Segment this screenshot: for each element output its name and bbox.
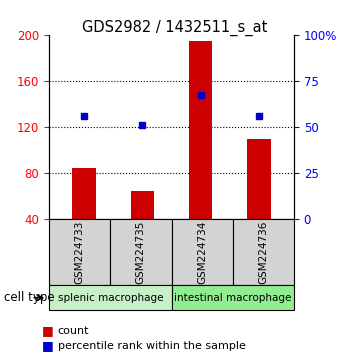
Text: intestinal macrophage: intestinal macrophage [174, 293, 292, 303]
Bar [247, 139, 271, 219]
Bar [189, 41, 212, 219]
Bar [131, 191, 154, 219]
Text: GSM224734: GSM224734 [197, 221, 207, 284]
Text: count: count [58, 326, 89, 336]
Text: GSM224733: GSM224733 [75, 221, 85, 284]
Text: splenic macrophage: splenic macrophage [57, 293, 163, 303]
Text: cell type: cell type [4, 291, 54, 304]
Text: GSM224735: GSM224735 [136, 221, 146, 284]
Text: GSM224736: GSM224736 [258, 221, 268, 284]
Text: GDS2982 / 1432511_s_at: GDS2982 / 1432511_s_at [82, 19, 268, 36]
Text: ■: ■ [42, 339, 54, 352]
Bar [72, 168, 96, 219]
Text: percentile rank within the sample: percentile rank within the sample [58, 341, 246, 351]
Text: ■: ■ [42, 325, 54, 337]
